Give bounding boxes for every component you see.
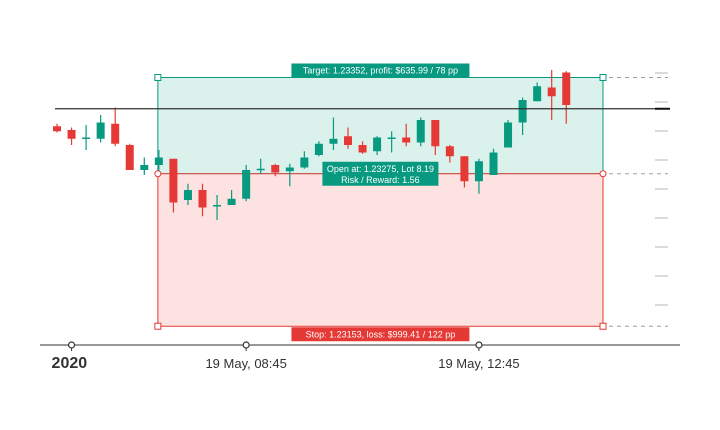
position-handles[interactable] — [154, 74, 607, 330]
position-handle-square[interactable] — [154, 74, 162, 81]
target-label-text: Target: 1.23352, profit: $635.99 / 78 pp — [303, 66, 458, 76]
time-axis-labels: 2020 19 May, 08:45 19 May, 12:45 — [52, 341, 520, 372]
time-axis-marker — [242, 341, 250, 349]
candle-body — [183, 190, 192, 200]
time-axis-label: 19 May, 12:45 — [438, 356, 519, 371]
candle-body — [140, 165, 149, 170]
candle-body — [67, 130, 76, 139]
candle-body — [271, 165, 280, 173]
candle-body — [213, 205, 222, 207]
position-handle-square[interactable] — [599, 74, 607, 81]
candle-body — [518, 100, 527, 123]
candle-body — [125, 145, 134, 170]
time-axis-marker — [475, 341, 483, 349]
target-label: Target: 1.23352, profit: $635.99 / 78 pp — [291, 63, 470, 78]
candle-body — [489, 152, 498, 175]
candle-body — [474, 161, 483, 182]
candle-body — [504, 122, 513, 148]
candle-body — [358, 145, 367, 153]
candle-body — [562, 72, 571, 105]
candle-body — [300, 157, 309, 168]
candle-body — [256, 168, 265, 171]
candle-body — [402, 137, 411, 143]
candle-body — [314, 143, 323, 155]
candle-body — [445, 146, 454, 157]
candle-body — [198, 190, 207, 208]
entry-label: Open at: 1.23275, Lot 8.19 Risk / Reward… — [322, 161, 439, 186]
candle-body — [533, 86, 542, 102]
candle-body — [387, 137, 396, 139]
stop-label-background — [291, 327, 470, 342]
candle-body — [53, 126, 61, 132]
candle-body — [416, 120, 425, 143]
candle-body — [242, 170, 251, 199]
candle-body — [431, 120, 440, 147]
candle-body — [227, 198, 236, 205]
candle-body — [329, 138, 338, 144]
time-axis-label: 2020 — [52, 355, 88, 372]
candle-body — [547, 87, 556, 97]
position-handle-circle[interactable] — [599, 170, 607, 178]
stop-label: Stop: 1.23153, loss: $999.41 / 122 pp — [291, 327, 470, 342]
position-handle-circle[interactable] — [154, 170, 162, 178]
candle-body — [285, 167, 294, 172]
position-handle-square[interactable] — [599, 322, 607, 330]
candle-body — [373, 137, 382, 152]
entry-label-line2: Risk / Reward: 1.56 — [341, 175, 420, 185]
candle-body — [82, 137, 91, 139]
target-zone[interactable] — [157, 77, 604, 175]
candle-body — [111, 123, 120, 144]
target-label-background — [291, 63, 470, 78]
candle-body — [460, 156, 469, 182]
entry-label-background — [322, 161, 439, 186]
stop-label-text: Stop: 1.23153, loss: $999.41 / 122 pp — [306, 329, 456, 339]
time-axis-marker — [67, 341, 76, 349]
position-handle-square[interactable] — [154, 322, 162, 330]
candle-body — [169, 158, 178, 203]
price-scale-ticks — [655, 72, 668, 306]
stop-zone[interactable] — [157, 173, 604, 327]
time-axis-label: 19 May, 08:45 — [205, 356, 286, 371]
candle-body — [154, 157, 163, 165]
candle-body — [96, 122, 105, 139]
candles — [53, 70, 571, 220]
entry-label-line1: Open at: 1.23275, Lot 8.19 — [327, 164, 434, 174]
candle-body — [344, 136, 352, 145]
